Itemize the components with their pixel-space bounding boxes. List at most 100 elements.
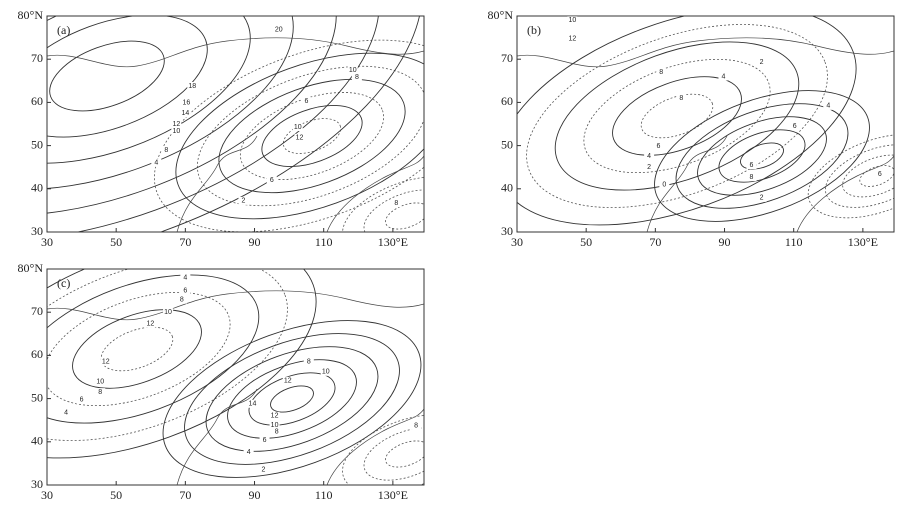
contour-label: 12 <box>284 378 292 385</box>
contour-label-bg <box>756 193 767 202</box>
contour-label: 10 <box>294 124 302 131</box>
contour-label: 6 <box>183 287 187 294</box>
contour-line <box>697 116 827 196</box>
contour-field <box>517 16 894 232</box>
y-tick-label: 70 <box>501 51 513 65</box>
contour-label: 0 <box>662 181 666 188</box>
contour-line <box>282 118 342 154</box>
contour-label: 12 <box>172 121 180 128</box>
x-tick-label: 90 <box>719 235 731 249</box>
contour-label-bg <box>567 16 578 25</box>
x-tick-label: 70 <box>179 235 191 249</box>
contour-line <box>385 440 424 468</box>
contour-label-bg <box>823 101 834 110</box>
contour-line <box>47 16 380 232</box>
contour-line <box>47 269 288 441</box>
contour-label-bg <box>756 58 767 67</box>
x-tick-label: 90 <box>249 235 261 249</box>
map-frame <box>516 15 895 233</box>
contour-label-bg <box>653 142 664 151</box>
y-tick-label: 40 <box>31 434 43 448</box>
contour-line <box>517 16 857 226</box>
contour-label-bg <box>659 180 670 189</box>
contour-line <box>72 309 202 389</box>
contour-label: 2 <box>647 164 651 171</box>
contour-label-bg <box>180 286 191 295</box>
contour-line <box>640 93 714 139</box>
y-tick-label: 30 <box>31 477 43 491</box>
contour-label-bg <box>187 81 198 90</box>
y-tick-label: 50 <box>501 137 513 151</box>
contour-line <box>100 326 174 372</box>
contour-line <box>49 40 165 112</box>
x-tick-label: 130°E <box>378 235 408 249</box>
contour-label-bg <box>303 357 314 366</box>
contour-line <box>342 176 424 232</box>
contour-label-bg <box>100 357 111 366</box>
contour-label: 16 <box>182 100 190 107</box>
contour-label: 4 <box>64 410 68 417</box>
contour-label: 4 <box>722 73 726 80</box>
contour-line <box>554 41 800 191</box>
contour-label-bg <box>266 176 277 185</box>
contour-label: 6 <box>793 123 797 130</box>
coastline <box>47 290 424 485</box>
y-tick-label: 40 <box>501 181 513 195</box>
contour-label: 8 <box>750 174 754 181</box>
contour-label-bg <box>391 199 402 208</box>
contour-field <box>47 269 424 485</box>
contour-label-bg <box>282 376 293 385</box>
y-tick-label: 70 <box>31 51 43 65</box>
contour-line <box>342 414 424 485</box>
contour-label-bg <box>644 163 655 172</box>
contour-label-bg <box>181 98 192 107</box>
contour-label-bg <box>656 68 667 77</box>
contour-line <box>654 90 870 222</box>
contour-label: 4 <box>826 103 830 110</box>
map-frame <box>46 15 425 233</box>
contour-label-bg <box>347 66 358 74</box>
contour-label-bg <box>273 25 284 34</box>
panel-label: (b) <box>527 23 541 37</box>
contour-line <box>162 320 422 478</box>
x-tick-label: 50 <box>110 235 122 249</box>
contour-label: 6 <box>263 437 267 444</box>
y-tick-label: 70 <box>31 304 43 318</box>
x-tick-label: 110 <box>315 488 333 502</box>
y-tick-label: 30 <box>31 224 43 238</box>
contour-label: 14 <box>249 401 257 408</box>
contour-label: 12 <box>271 413 279 420</box>
coastline <box>517 37 894 232</box>
panel-label: (c) <box>57 276 70 290</box>
x-tick-label: 130°E <box>848 235 878 249</box>
y-tick-label: 60 <box>31 347 43 361</box>
contour-label: 6 <box>80 397 84 404</box>
contour-label-bg <box>176 295 187 304</box>
contour-label: 8 <box>394 200 398 207</box>
contour-line <box>718 129 806 183</box>
contour-label: 10 <box>164 309 172 316</box>
contour-line <box>842 154 894 198</box>
contour-label: 8 <box>679 95 683 102</box>
x-tick-label: 30 <box>41 235 53 249</box>
contour-line <box>675 103 849 209</box>
contour-label-bg <box>411 421 422 430</box>
contour-label-bg <box>238 196 249 205</box>
contour-label: 6 <box>750 162 754 169</box>
contour-label-bg <box>95 388 106 397</box>
contour-label-bg <box>259 436 270 445</box>
contour-label-bg <box>567 34 578 43</box>
contour-label: 6 <box>304 98 308 105</box>
contour-label: 2 <box>760 195 764 202</box>
contour-line <box>363 427 424 481</box>
y-tick-label: 80°N <box>18 8 44 22</box>
contour-label: 8 <box>307 359 311 366</box>
contour-line <box>270 385 314 413</box>
contour-label-bg <box>301 97 312 106</box>
y-tick-label: 50 <box>31 390 43 404</box>
contour-line <box>740 142 784 170</box>
contour-label: 8 <box>164 147 168 154</box>
contour-line <box>154 39 424 232</box>
contour-label: 10 <box>322 369 330 376</box>
